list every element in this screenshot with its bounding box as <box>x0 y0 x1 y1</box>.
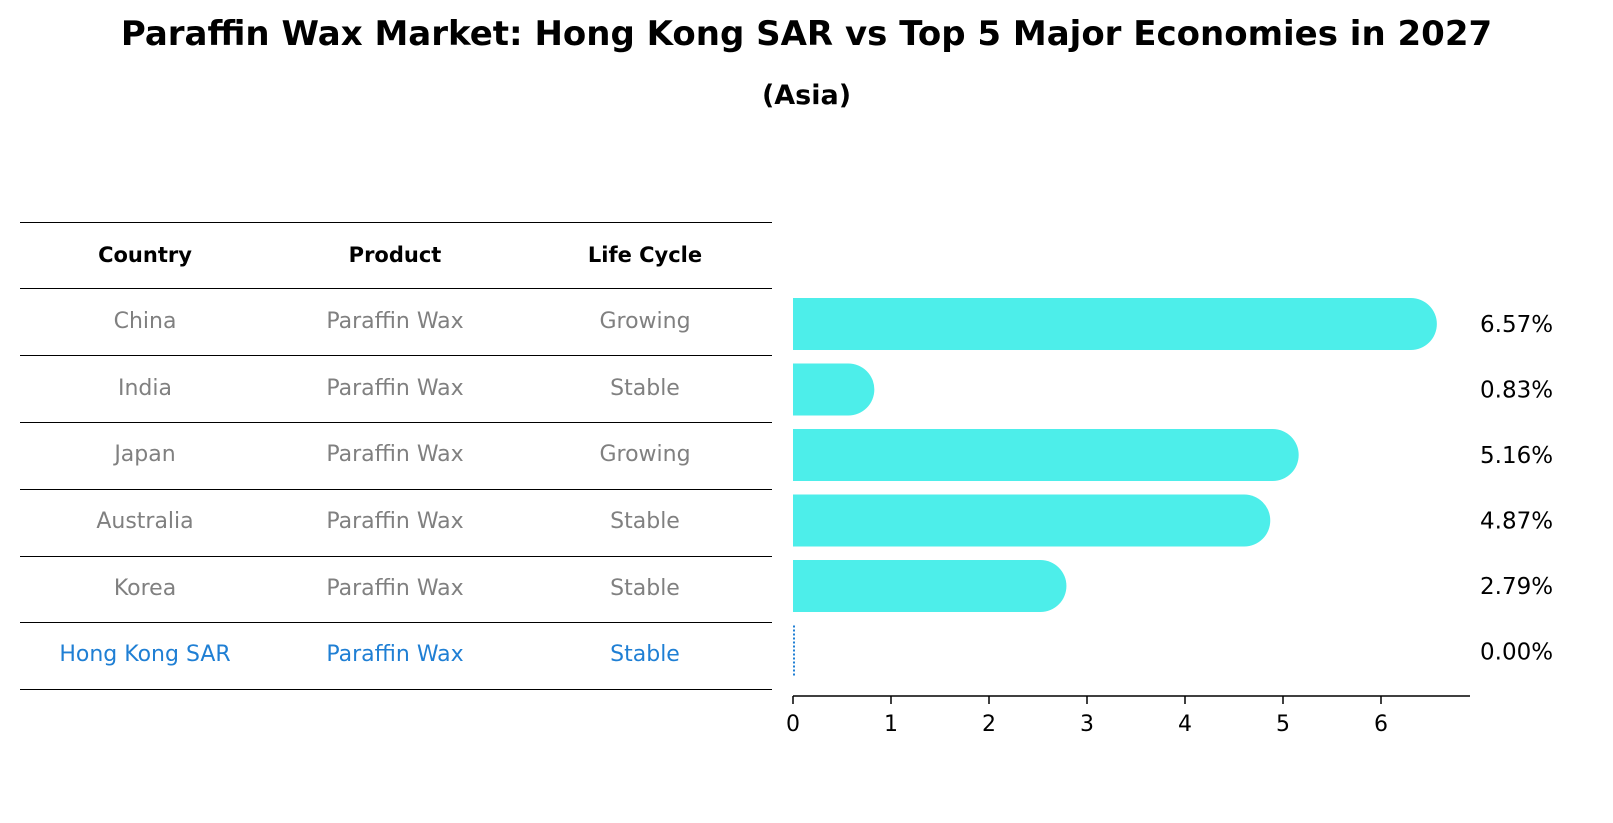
value-label: 0.83% <box>1480 378 1553 404</box>
row-life-cycle: Stable <box>610 376 680 401</box>
row-life-cycle: Growing <box>599 309 691 334</box>
x-tick-label: 6 <box>1374 712 1388 737</box>
bar <box>793 429 1299 481</box>
table-rule <box>20 288 772 289</box>
x-tick-label: 3 <box>1080 712 1094 737</box>
row-country: India <box>118 376 172 401</box>
row-product: Paraffin Wax <box>326 376 464 401</box>
x-tick-label: 4 <box>1178 712 1192 737</box>
bar <box>793 494 1271 547</box>
table-rule <box>20 355 772 356</box>
header-product: Product <box>348 243 442 267</box>
value-label: 6.57% <box>1480 312 1553 338</box>
row-country: Australia <box>96 509 194 534</box>
table-rule <box>20 689 772 690</box>
row-product: Paraffin Wax <box>326 442 464 467</box>
x-tick-label: 5 <box>1276 712 1290 737</box>
x-tick-label: 0 <box>786 712 800 737</box>
table-rule <box>20 556 772 557</box>
bar <box>793 298 1437 350</box>
value-label: 4.87% <box>1480 509 1553 535</box>
row-life-cycle: Growing <box>599 442 691 467</box>
value-label: 0.00% <box>1480 640 1553 666</box>
header-country: Country <box>98 243 192 267</box>
table-rule <box>20 222 772 223</box>
row-country: China <box>113 309 177 334</box>
value-label: 2.79% <box>1480 574 1553 600</box>
value-label: 5.16% <box>1480 443 1553 469</box>
row-life-cycle: Stable <box>610 576 680 601</box>
bar <box>793 363 875 416</box>
table-rule <box>20 622 772 623</box>
x-tick-label: 1 <box>884 712 898 737</box>
row-product-highlight: Paraffin Wax <box>326 642 464 667</box>
table-rule <box>20 489 772 490</box>
row-life-cycle-highlight: Stable <box>610 642 680 667</box>
row-country-highlight: Hong Kong SAR <box>59 642 231 667</box>
row-country: Japan <box>114 442 176 467</box>
row-product: Paraffin Wax <box>326 309 464 334</box>
bar <box>793 560 1067 612</box>
chart-title: Paraffin Wax Market: Hong Kong SAR vs To… <box>120 14 1493 54</box>
x-tick-label: 2 <box>982 712 996 737</box>
row-product: Paraffin Wax <box>326 576 464 601</box>
row-product: Paraffin Wax <box>326 509 464 534</box>
header-life-cycle: Life Cycle <box>587 243 703 267</box>
row-life-cycle: Stable <box>610 509 680 534</box>
chart-subtitle: (Asia) <box>761 80 852 111</box>
table-rule <box>20 422 772 423</box>
row-country: Korea <box>113 576 177 601</box>
